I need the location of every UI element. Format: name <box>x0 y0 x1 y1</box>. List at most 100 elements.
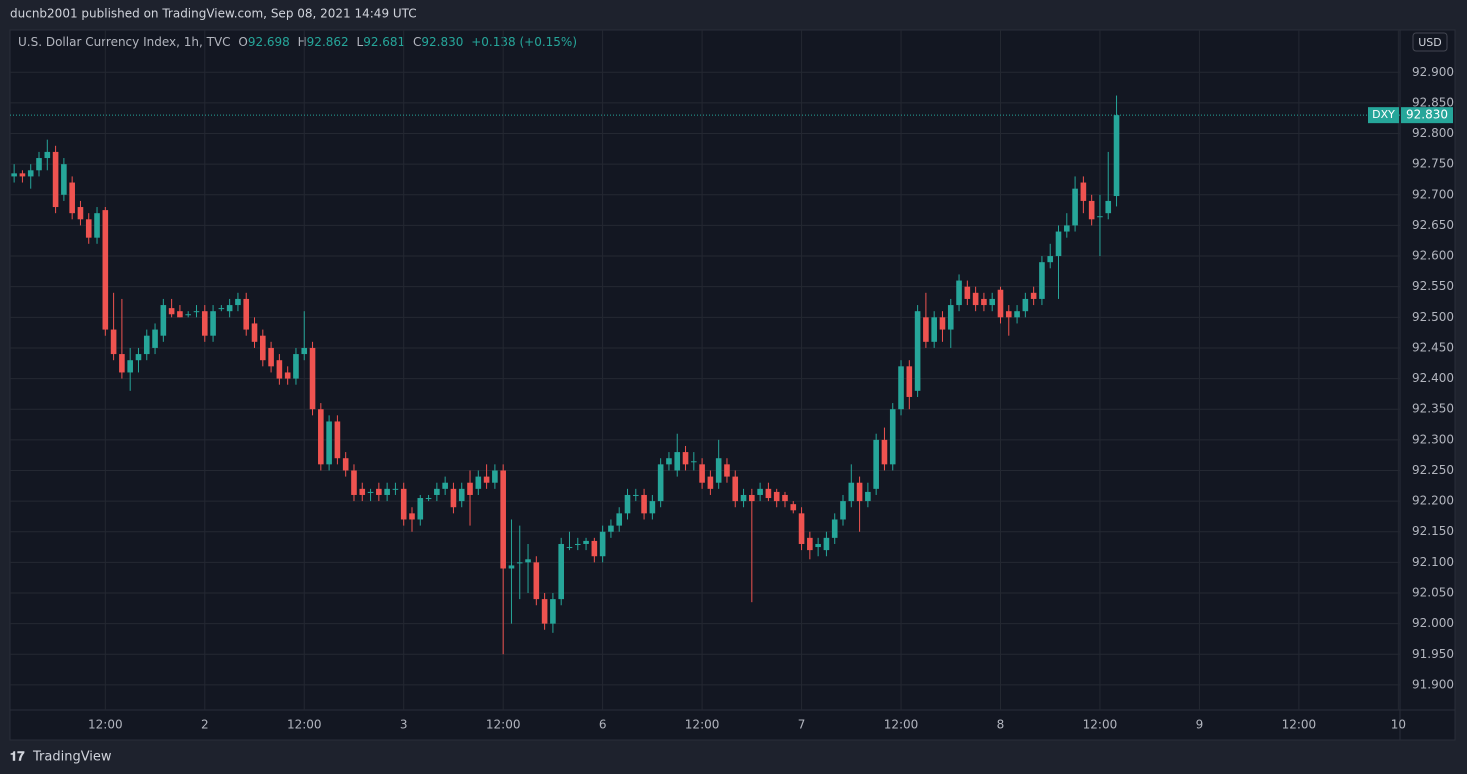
candle-body <box>674 452 681 471</box>
candle-body <box>574 543 581 545</box>
candle-body <box>251 323 258 342</box>
candle-body <box>591 540 598 557</box>
candle-body <box>193 311 200 313</box>
y-tick-label: 92.850 <box>1412 95 1454 109</box>
candle-body <box>831 519 838 538</box>
candle-body <box>243 298 250 330</box>
candle-body <box>1039 262 1045 299</box>
legend-text: U.S. Dollar Currency Index, 1h, TVC O92.… <box>18 35 577 49</box>
candle-body <box>773 491 780 502</box>
candle-body <box>392 488 399 490</box>
x-tick-label: 3 <box>400 718 408 732</box>
x-tick-label: 10 <box>1391 718 1406 732</box>
y-tick-label: 92.150 <box>1412 524 1454 538</box>
logo-mark: 𝟏𝟕 <box>10 750 25 765</box>
candle-body <box>691 461 697 463</box>
x-tick-label: 2 <box>201 718 209 732</box>
symbol-tag-text: DXY <box>1372 108 1395 121</box>
candle-body <box>483 476 490 483</box>
candle-body <box>1088 200 1095 220</box>
x-tick-label: 12:00 <box>88 718 123 732</box>
x-tick-label: 6 <box>599 718 607 732</box>
candle-body <box>442 482 448 489</box>
candle-body <box>972 292 979 306</box>
y-tick-label: 92.700 <box>1412 187 1454 201</box>
candle-body <box>956 280 962 306</box>
price-tag-text: 92.830 <box>1406 108 1448 122</box>
candle-body <box>52 151 59 208</box>
candle-body <box>1105 200 1112 214</box>
l-label: L <box>357 35 364 49</box>
currency-button[interactable] <box>1412 32 1448 52</box>
o-label: O <box>238 35 247 49</box>
candle-body <box>334 421 341 459</box>
candle-body <box>1014 311 1020 318</box>
candle-body <box>608 525 614 532</box>
candle-body <box>997 289 1004 318</box>
x-tick-label: 12:00 <box>287 718 322 732</box>
candle-body <box>889 409 896 465</box>
candle-body <box>632 494 639 496</box>
candle-body <box>931 317 937 342</box>
currency[interactable]: USD <box>1418 36 1442 49</box>
candle-body <box>657 464 664 502</box>
h-label: H <box>298 35 307 49</box>
candle-body <box>500 470 506 569</box>
candle-body <box>409 513 415 520</box>
l-value: 92.681 <box>363 35 405 49</box>
candle-body <box>798 513 805 544</box>
candle-body <box>326 421 332 465</box>
candle-body <box>210 311 216 336</box>
candle-body <box>541 599 548 624</box>
candle-body <box>119 354 125 373</box>
candle-body <box>881 439 888 465</box>
candle-body <box>898 366 904 410</box>
candle-body <box>168 308 175 315</box>
candle-body <box>508 565 515 569</box>
candle-body <box>27 170 34 177</box>
candle-body <box>268 347 274 367</box>
candle-body <box>624 494 631 514</box>
y-tick-label: 92.900 <box>1412 65 1454 79</box>
candle-body <box>152 329 158 348</box>
candle-body <box>143 335 150 355</box>
candle-body <box>989 298 996 306</box>
y-tick-label: 91.950 <box>1412 647 1454 661</box>
candle-body <box>44 151 51 159</box>
candle-body <box>218 308 225 310</box>
candle-body <box>964 286 971 299</box>
candle-body <box>69 182 75 214</box>
candle-body <box>566 547 573 549</box>
x-tick-label: 7 <box>798 718 806 732</box>
candle-body <box>293 354 299 379</box>
candle-body <box>525 559 531 563</box>
candle-body <box>301 347 308 355</box>
y-tick-label: 92.600 <box>1412 249 1454 263</box>
y-tick-label: 92.350 <box>1412 402 1454 416</box>
y-tick-label: 92.400 <box>1412 371 1454 385</box>
candle-body <box>425 498 432 500</box>
candle-body <box>367 491 374 493</box>
candle-body <box>276 360 283 379</box>
y-tick-label: 92.550 <box>1412 279 1454 293</box>
x-tick-label: 12:00 <box>685 718 720 732</box>
candle-body <box>400 488 407 520</box>
x-tick-label: 12:00 <box>1083 718 1118 732</box>
candle-body <box>359 488 366 495</box>
candle-body <box>757 488 763 495</box>
logo: 𝟏𝟕 TradingView <box>10 750 112 765</box>
x-tick-label: 8 <box>997 718 1005 732</box>
candle-body <box>765 488 772 499</box>
candle-body <box>318 409 324 465</box>
chart-area <box>9 29 1456 741</box>
candle-body <box>981 298 987 306</box>
candle-body <box>699 464 705 483</box>
candle-body <box>127 360 133 373</box>
candle-body <box>666 458 672 465</box>
candle-body <box>740 494 747 502</box>
candle-body <box>85 219 92 238</box>
candle-body <box>342 458 349 471</box>
candle-body <box>715 458 722 483</box>
candle-body <box>417 498 424 520</box>
